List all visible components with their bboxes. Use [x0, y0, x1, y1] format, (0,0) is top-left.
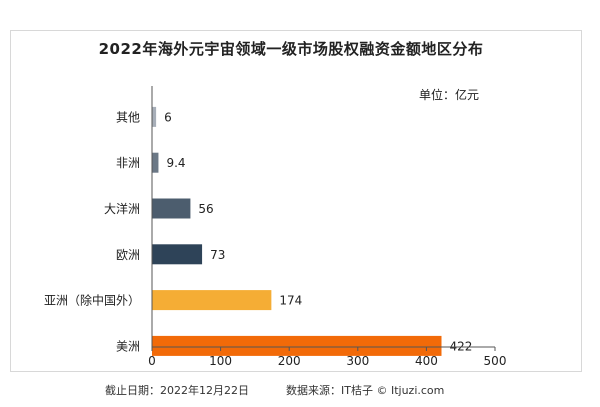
x-tick-label-4: 400 [415, 354, 438, 368]
bars-group [152, 106, 442, 356]
x-tick-label-0: 0 [148, 354, 156, 368]
category-label-4: 亚洲（除中国外） [44, 293, 140, 308]
value-labels: 6 9.4 56 73 174 422 [164, 110, 472, 353]
value-label-2: 56 [198, 202, 213, 216]
x-tick-label-5: 500 [484, 354, 507, 368]
category-label-2: 大洋洲 [104, 201, 140, 216]
x-tick-label-3: 300 [346, 354, 369, 368]
value-label-4: 174 [279, 294, 302, 308]
value-label-5: 422 [449, 339, 472, 353]
chart-title: 2022年海外元宇宙领域一级市场股权融资金额地区分布 [98, 40, 484, 58]
chart-frame [10, 30, 582, 372]
value-label-0: 6 [164, 110, 172, 124]
cutoff-date: 截止日期：2022年12月22日 [105, 384, 249, 397]
category-label-0: 其他 [116, 110, 140, 124]
x-tick-label-2: 200 [278, 354, 301, 368]
value-label-3: 73 [210, 248, 225, 262]
bar-5 [152, 335, 442, 356]
bar-0 [152, 106, 157, 127]
bar-3 [152, 244, 203, 265]
x-tick-label-1: 100 [209, 354, 232, 368]
category-label-5: 美洲 [116, 339, 140, 353]
data-source: 数据来源：IT桔子 © Itjuzi.com [286, 384, 445, 397]
category-label-3: 欧洲 [116, 248, 140, 262]
value-label-1: 9.4 [166, 156, 185, 170]
bar-2 [152, 198, 191, 219]
x-axis: 0 100 200 300 400 500 [148, 86, 506, 368]
unit-label: 单位：亿元 [419, 88, 480, 102]
bar-4 [152, 290, 272, 311]
category-label-1: 非洲 [116, 156, 140, 170]
bar-1 [152, 152, 159, 173]
